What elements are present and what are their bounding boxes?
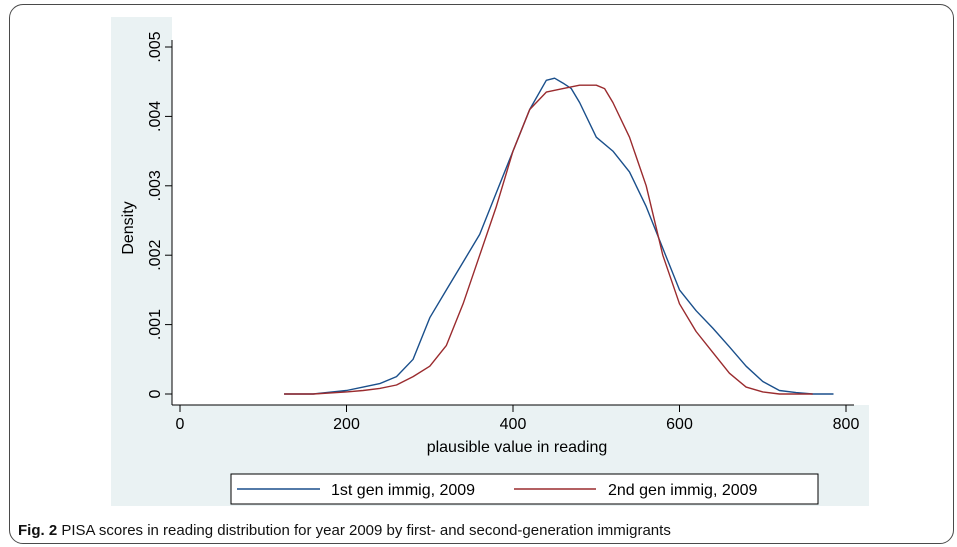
plot-area xyxy=(172,17,869,405)
legend-label-1: 1st gen immig, 2009 xyxy=(331,482,475,499)
x-tick-label: 600 xyxy=(666,416,693,433)
y-tick-label: .003 xyxy=(147,170,164,201)
plot-inner xyxy=(172,17,869,405)
figure-caption-text: PISA scores in reading distribution for … xyxy=(61,522,671,539)
x-axis: 0 200 400 600 800 xyxy=(172,404,860,433)
legend-label-2: 2nd gen immig, 2009 xyxy=(608,482,758,499)
y-tick-label: 0 xyxy=(147,389,164,398)
y-tick-label: .004 xyxy=(147,101,164,132)
x-tick-label: 200 xyxy=(333,416,360,433)
figure-number: Fig. 2 xyxy=(18,522,58,539)
y-axis: 0 .001 .002 .003 .004 .005 xyxy=(147,31,173,405)
y-axis-title: Density xyxy=(120,201,137,254)
series-line-2 xyxy=(284,84,813,395)
x-tick-label: 0 xyxy=(176,416,185,433)
figure-caption: Fig. 2 PISA scores in reading distributi… xyxy=(18,522,671,539)
x-axis-title: plausible value in reading xyxy=(427,439,608,456)
y-tick-label: .005 xyxy=(147,31,164,62)
y-tick-label: .001 xyxy=(147,309,164,340)
x-tick-label: 800 xyxy=(833,416,860,433)
series-line-1 xyxy=(284,77,834,395)
x-tick-label: 400 xyxy=(500,416,527,433)
y-tick-label: .002 xyxy=(147,240,164,271)
legend: 1st gen immig, 2009 2nd gen immig, 2009 xyxy=(230,473,819,505)
